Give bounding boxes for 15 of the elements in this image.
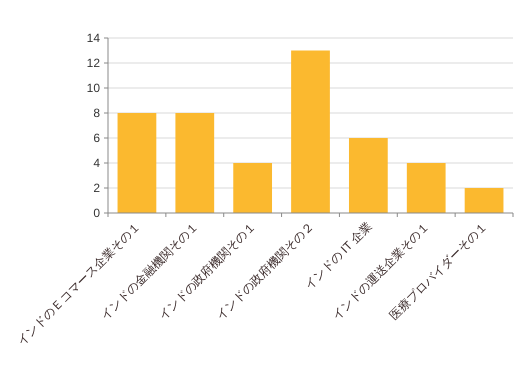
y-tick-label: 12 bbox=[86, 56, 100, 70]
y-tick-label: 0 bbox=[93, 206, 100, 220]
y-tick-label: 4 bbox=[93, 156, 100, 170]
y-tick-label: 2 bbox=[93, 181, 100, 195]
y-tick-label: 6 bbox=[93, 131, 100, 145]
bar bbox=[406, 163, 446, 213]
bar bbox=[291, 50, 330, 213]
bar bbox=[175, 113, 214, 213]
bar bbox=[233, 163, 272, 213]
bar bbox=[348, 138, 388, 213]
y-tick-label: 14 bbox=[86, 31, 100, 45]
y-tick-label: 8 bbox=[93, 106, 100, 120]
bar bbox=[464, 188, 504, 213]
bar bbox=[118, 113, 156, 213]
y-tick-label: 10 bbox=[86, 81, 100, 95]
